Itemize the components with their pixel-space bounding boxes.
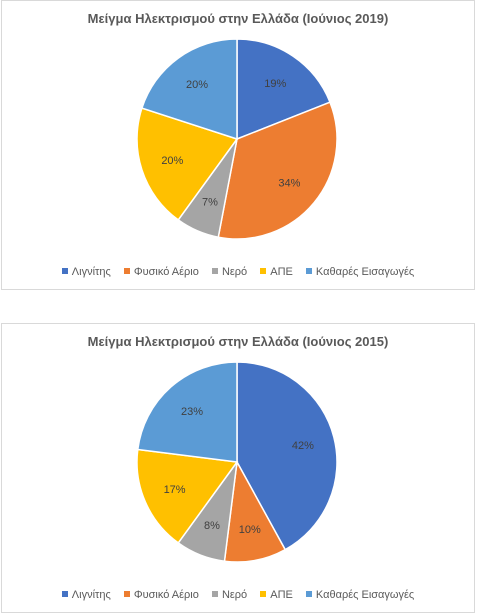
chart-2015: Μείγμα Ηλεκτρισμού στην Ελλάδα (Ιούνιος … <box>1 323 475 613</box>
legend-swatch <box>260 591 267 598</box>
legend-item: Νερό <box>211 266 248 278</box>
data-label: 23% <box>181 406 203 418</box>
pie-slice <box>140 38 238 141</box>
legend-label: Λιγνίτης <box>71 589 111 601</box>
legend-item: Φυσικό Αέριο <box>123 266 199 278</box>
pie-slice <box>236 38 331 141</box>
chart-2019: Μείγμα Ηλεκτρισμού στην Ελλάδα (Ιούνιος … <box>1 0 475 290</box>
legend-swatch <box>123 591 130 598</box>
legend-label: ΑΠΕ <box>270 266 293 278</box>
legend-item: Καθαρές Εισαγωγές <box>305 266 415 278</box>
legend-swatch <box>61 268 68 275</box>
legend-swatch <box>305 268 312 275</box>
legend-swatch <box>211 268 218 275</box>
legend-swatch <box>211 591 218 598</box>
data-label: 10% <box>239 524 261 536</box>
data-label: 20% <box>161 155 183 167</box>
pie-slice <box>217 101 338 240</box>
pie-chart: 19% 34% 7% 20% 20% <box>136 38 338 240</box>
legend-label: Λιγνίτης <box>71 266 111 278</box>
pie-chart: 42% 10% 8% 17% 23% <box>136 361 338 563</box>
legend-item: Λιγνίτης <box>61 266 111 278</box>
legend-label: Φυσικό Αέριο <box>133 589 199 601</box>
pie-slice <box>136 361 238 463</box>
chart-title: Μείγμα Ηλεκτρισμού στην Ελλάδα (Ιούνιος … <box>87 334 389 349</box>
legend-label: ΑΠΕ <box>270 589 293 601</box>
legend-item: Φυσικό Αέριο <box>123 589 199 601</box>
data-label: 7% <box>202 196 218 208</box>
chart-title: Μείγμα Ηλεκτρισμού στην Ελλάδα (Ιούνιος … <box>87 11 389 26</box>
legend-label: Νερό <box>221 589 248 601</box>
legend-swatch <box>305 591 312 598</box>
legend-item: ΑΠΕ <box>260 266 293 278</box>
legend-item: Καθαρές Εισαγωγές <box>305 589 415 601</box>
legend-item: Νερό <box>211 589 248 601</box>
pie-slice <box>136 107 239 221</box>
legend-swatch <box>123 268 130 275</box>
legend-item: Λιγνίτης <box>61 589 111 601</box>
data-label: 20% <box>186 79 208 91</box>
data-label: 8% <box>204 520 220 532</box>
legend-swatch <box>260 268 267 275</box>
legend-label: Φυσικό Αέριο <box>133 266 199 278</box>
data-label: 19% <box>264 78 286 90</box>
pie-slice <box>136 448 239 544</box>
legend: Λιγνίτης Φυσικό Αέριο Νερό ΑΠΕ Καθαρές Ε… <box>2 589 474 601</box>
data-label: 17% <box>164 484 186 496</box>
legend-label: Νερό <box>221 266 248 278</box>
legend-label: Καθαρές Εισαγωγές <box>315 266 415 278</box>
pie-slice <box>236 361 338 551</box>
legend-swatch <box>61 591 68 598</box>
data-label: 42% <box>292 440 314 452</box>
legend-label: Καθαρές Εισαγωγές <box>315 589 415 601</box>
legend-item: ΑΠΕ <box>260 589 293 601</box>
legend: Λιγνίτης Φυσικό Αέριο Νερό ΑΠΕ Καθαρές Ε… <box>2 266 474 278</box>
data-label: 34% <box>278 177 300 189</box>
